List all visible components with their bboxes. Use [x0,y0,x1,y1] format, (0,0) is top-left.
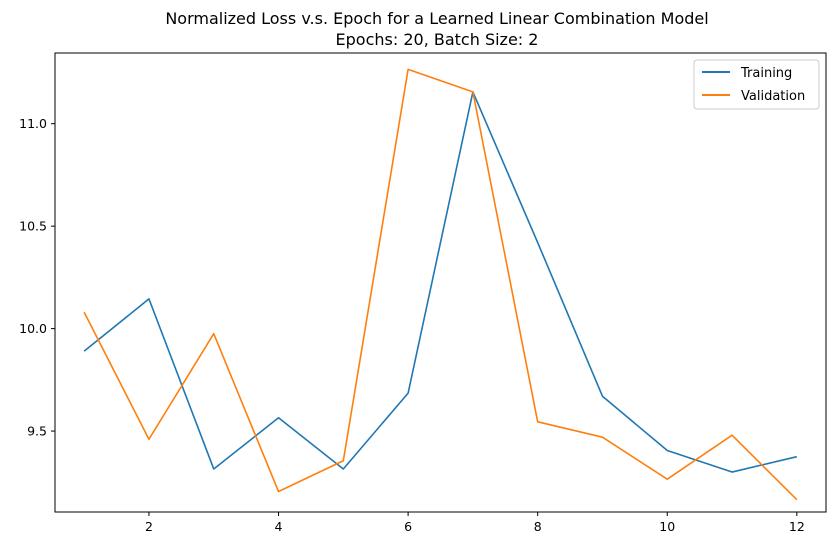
series-line-training [83,91,798,473]
chart-title: Normalized Loss v.s. Epoch for a Learned… [165,9,708,28]
legend-label-training: Training [740,66,792,81]
series-lines [83,68,798,501]
y-tick-label: 9.5 [27,424,47,439]
x-axis: 2 4 6 8 10 12 [145,512,805,534]
series-line-validation [83,68,798,501]
chart-subtitle: Epochs: 20, Batch Size: 2 [336,30,539,49]
y-tick-label: 10.5 [19,219,47,234]
legend: Training Validation [693,59,820,110]
x-tick-label: 10 [659,519,675,534]
x-tick-label: 6 [404,519,412,534]
plot-area [54,52,827,513]
x-tick-label: 4 [275,519,283,534]
y-axis: 9.5 10.0 10.5 11.0 [19,116,55,439]
x-tick-label: 2 [145,519,153,534]
x-tick-label: 8 [534,519,542,534]
x-tick-label: 12 [789,519,805,534]
legend-label-validation: Validation [741,89,805,104]
y-tick-label: 10.0 [19,321,47,336]
y-tick-label: 11.0 [19,116,47,131]
